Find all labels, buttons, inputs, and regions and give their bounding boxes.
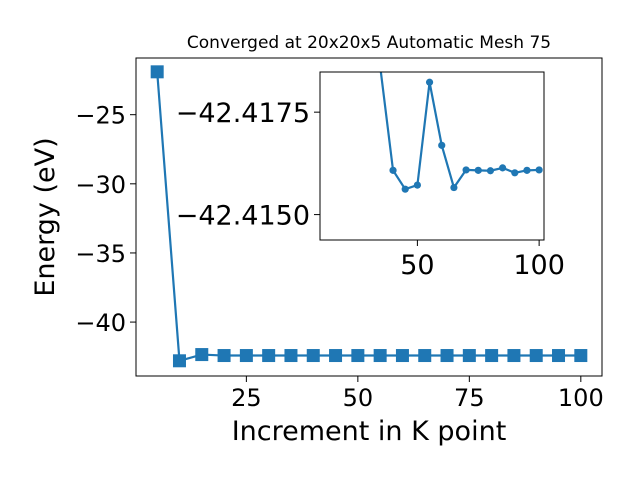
inset-data-point-marker <box>413 181 421 189</box>
inset-ticks: 50 100 −42.4175 −42.4150 <box>176 98 565 281</box>
chart-title: Converged at 20x20x5 Automatic Mesh 75 <box>187 33 551 53</box>
data-point-marker <box>195 348 209 362</box>
x-tick-label: 25 <box>231 384 262 412</box>
x-tick-label: 75 <box>454 384 485 412</box>
inset-data-point-marker <box>389 166 397 174</box>
inset-y-tick-label: −42.4150 <box>176 201 310 232</box>
inset-y-tick-label: −42.4175 <box>176 98 310 129</box>
inset-data-point-marker <box>486 167 495 175</box>
inset-data-point-marker <box>401 185 409 193</box>
data-point-marker <box>418 349 432 363</box>
data-point-marker <box>507 349 521 363</box>
inset-axes: 50 100 −42.4175 −42.4150 <box>176 71 565 281</box>
data-point-marker <box>217 349 231 363</box>
main-plot-frame <box>135 57 603 377</box>
x-axis-label: Increment in K point <box>232 416 507 447</box>
data-point-marker <box>351 349 365 363</box>
data-point-marker <box>529 349 543 363</box>
inset-data-point-marker <box>523 166 531 174</box>
data-point-marker <box>485 349 499 363</box>
data-point-marker <box>150 65 164 79</box>
y-tick-label: −40 <box>75 309 126 337</box>
data-point-marker <box>172 354 186 368</box>
data-point-marker <box>440 349 454 363</box>
data-point-marker <box>262 349 276 363</box>
inset-data-point-marker <box>535 166 543 174</box>
inset-series <box>379 71 543 193</box>
y-tick-label: −25 <box>75 102 126 130</box>
data-point-marker <box>284 349 298 363</box>
data-point-marker <box>239 349 253 363</box>
main-axes: Converged at 20x20x5 Automatic Mesh 75 E… <box>30 33 604 447</box>
inset-data-point-marker <box>438 141 446 149</box>
x-tick-label: 100 <box>558 384 604 412</box>
inset-data-point-marker <box>474 166 482 174</box>
inset-data-point-marker <box>462 166 470 174</box>
y-tick-label: −35 <box>75 240 126 268</box>
data-point-marker <box>373 349 387 363</box>
main-series <box>150 65 588 368</box>
data-point-marker <box>306 349 320 363</box>
inset-data-point-marker <box>450 183 458 192</box>
data-point-marker <box>552 349 566 363</box>
main-ticks: 25 50 75 100 −40 −35 −30 −25 <box>75 102 603 412</box>
inset-data-point-marker <box>511 169 519 177</box>
x-tick-label: 50 <box>343 384 374 412</box>
data-point-marker <box>462 349 476 363</box>
inset-data-point-marker <box>499 164 507 172</box>
y-tick-label: −30 <box>75 171 126 199</box>
data-point-marker <box>329 349 343 363</box>
data-point-marker <box>395 349 409 363</box>
data-point-marker <box>574 349 588 363</box>
inset-data-point-marker <box>425 78 434 86</box>
y-axis-label: Energy (eV) <box>30 137 61 296</box>
inset-plot-frame <box>319 71 545 241</box>
inset-x-tick-label: 50 <box>400 250 434 281</box>
inset-x-tick-label: 100 <box>513 250 565 281</box>
